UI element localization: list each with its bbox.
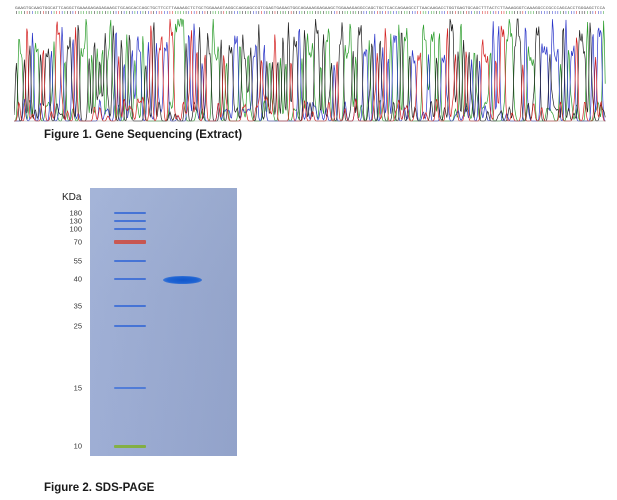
mw-label-180: 180 [69, 208, 82, 218]
mw-label-25: 25 [73, 321, 82, 331]
ladder-band-35 [114, 305, 146, 307]
ladder-band-100 [114, 228, 146, 230]
mw-label-35: 35 [73, 301, 82, 311]
sequence-text: GAAGTGCAAGTGGCATTCAGGCTGAAAGAGAGAGAAGCTG… [15, 7, 606, 11]
trace-G [14, 18, 606, 122]
base-tick-row [16, 11, 604, 14]
mw-label-15: 15 [73, 383, 82, 393]
trace-A [14, 18, 606, 122]
mw-label-70: 70 [73, 237, 82, 247]
mw-label-10: 10 [73, 441, 82, 451]
figure-2-caption: Figure 2. SDS-PAGE [44, 482, 155, 494]
figure-1-caption: Figure 1. Gene Sequencing (Extract) [44, 129, 243, 141]
sequencing-chromatogram: GAAGTGCAAGTGGCATTCAGGCTGAAAGAGAGAGAAGCTG… [14, 7, 606, 122]
mw-label-55: 55 [73, 256, 82, 266]
ladder-band-40 [114, 278, 146, 280]
sds-page-gel [90, 188, 237, 456]
mw-label-100: 100 [69, 224, 82, 234]
sample-protein-band [163, 276, 202, 284]
ladder-band-10 [114, 445, 146, 448]
ladder-band-55 [114, 260, 146, 262]
ladder-band-25 [114, 325, 146, 327]
ladder-band-130 [114, 220, 146, 222]
ladder-band-15 [114, 387, 146, 389]
kda-unit-label: KDa [62, 192, 82, 203]
ladder-band-70 [114, 240, 146, 244]
mw-label-40: 40 [73, 274, 82, 284]
mw-label-130: 130 [69, 216, 82, 226]
ladder-band-180 [114, 212, 146, 214]
